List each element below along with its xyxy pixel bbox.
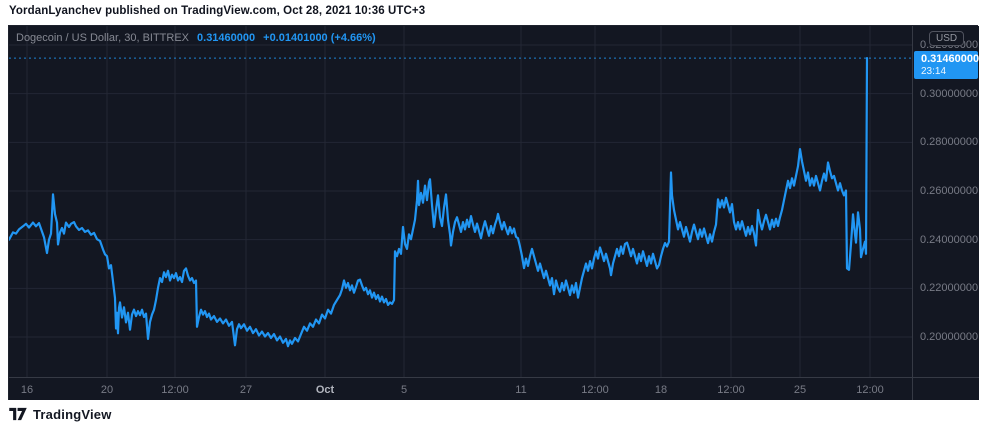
tradingview-logo-icon: [9, 407, 27, 421]
time-tick-label: 12:00: [717, 384, 745, 396]
time-tick-label: 16: [20, 384, 34, 396]
footer: TradingView: [0, 400, 985, 428]
price-scale[interactable]: USD 0.31460000 23:14 0.320000000.3000000…: [912, 26, 979, 377]
bar-countdown: 23:14: [921, 66, 947, 78]
tradingview-logo-link[interactable]: TradingView: [9, 407, 112, 422]
price-tick-label: 0.26000000: [920, 184, 979, 197]
axes-corner: [912, 377, 979, 401]
publish-attribution: YordanLyanchev published on TradingView.…: [9, 5, 426, 17]
time-tick-label: 12:00: [856, 384, 884, 396]
currency-badge-label: USD: [936, 33, 958, 44]
brand-name: TradingView: [33, 406, 112, 422]
chart-container: Dogecoin / US Dollar, 30, BITTREX 0.3146…: [8, 25, 979, 401]
time-tick-label: Oct: [315, 384, 335, 396]
time-tick-label: 18: [654, 384, 668, 396]
last-price-label: 0.31460000 23:14: [914, 51, 980, 80]
time-tick-label: 11: [515, 384, 527, 396]
price-tick-label: 0.20000000: [920, 330, 979, 343]
price-line-chart: [9, 26, 912, 377]
time-tick-label: 12:00: [161, 384, 189, 396]
price-tick-label: 0.30000000: [920, 87, 979, 100]
chart-plot-area[interactable]: Dogecoin / US Dollar, 30, BITTREX 0.3146…: [9, 26, 912, 377]
price-tick-label: 0.28000000: [920, 136, 979, 149]
time-tick-label: 27: [239, 384, 253, 396]
last-price-label-value: 0.31460000: [921, 53, 980, 66]
price-tick-label: 0.24000000: [920, 233, 979, 246]
time-tick-label: 20: [100, 384, 114, 396]
currency-badge: USD: [929, 31, 965, 46]
time-tick-label: 5: [400, 384, 408, 396]
price-tick-label: 0.22000000: [920, 282, 979, 295]
time-tick-label: 12:00: [581, 384, 609, 396]
time-tick-label: 25: [793, 384, 807, 396]
time-scale[interactable]: 16 20 12:00 27 Oct 5 11 12:00 18 12:00 25 12:00: [9, 377, 912, 401]
